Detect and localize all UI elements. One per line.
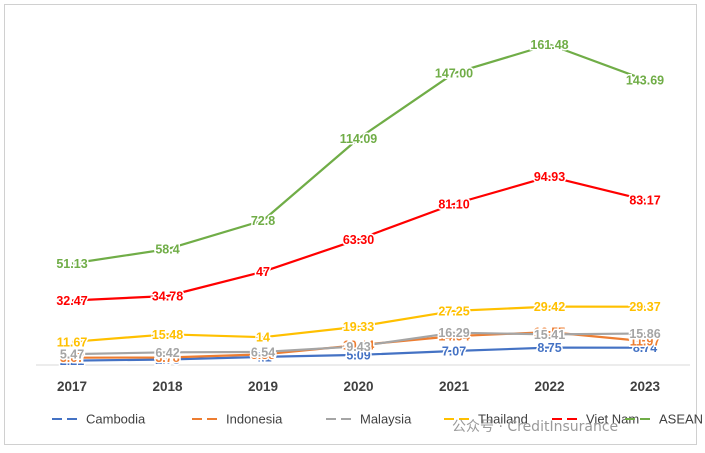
data-label-asean: 58.4 <box>155 243 179 257</box>
data-label-viet-nam: 47 <box>256 265 270 279</box>
series-line-malaysia <box>71 331 646 356</box>
data-label-asean: 143.69 <box>626 73 664 87</box>
data-label-asean: 114.09 <box>340 132 378 146</box>
data-label-malaysia: 9.43 <box>346 340 370 354</box>
data-label-thailand: 29.37 <box>629 300 660 314</box>
series-line-viet-nam <box>71 175 646 302</box>
data-label-cambodia: 2.21 <box>60 354 84 368</box>
data-label-indonesia: 14.54 <box>438 330 469 344</box>
data-label-viet-nam: 32.47 <box>56 294 87 308</box>
x-tick-label: 2017 <box>57 379 87 394</box>
data-labels: 2.21 2.78 4.1 5.09 7.07 8.75 8.74 3.67 3.78 5.35 1… <box>55 37 666 370</box>
x-tick-label: 2020 <box>343 379 373 394</box>
data-label-viet-nam: 63.30 <box>343 233 374 247</box>
data-label-indonesia: 5.35 <box>251 348 275 362</box>
legend-label-indonesia: Indonesia <box>226 412 283 427</box>
data-label-asean: 51.13 <box>56 257 87 271</box>
x-tick-labels: 2017 2018 2019 2020 2021 2022 2023 <box>57 379 661 394</box>
data-label-cambodia: 7.07 <box>442 345 466 359</box>
data-label-thailand: 14 <box>256 331 270 345</box>
data-label-indonesia: 10.04 <box>343 339 374 353</box>
watermark-text: 公众号 · CreditInsurance <box>452 419 618 435</box>
series-lines <box>71 43 646 362</box>
data-label-asean: 147.00 <box>435 67 473 81</box>
series-line-thailand <box>71 305 646 343</box>
data-label-cambodia: 4.1 <box>254 350 271 364</box>
legend-label-viet-nam: Viet Nam <box>586 412 639 427</box>
data-label-indonesia: 3.78 <box>155 351 179 365</box>
data-label-thailand: 19.33 <box>343 320 374 334</box>
legend-label-asean: ASEAN <box>659 412 703 427</box>
data-label-indonesia: 11.97 <box>630 335 661 349</box>
legend: Cambodia Indonesia Malaysia Thailand Viet Na… <box>52 412 703 427</box>
data-label-thailand: 27.25 <box>438 304 469 318</box>
legend-label-thailand: Thailand <box>478 412 528 427</box>
data-label-viet-nam: 81.10 <box>438 198 469 212</box>
data-label-cambodia: 8.74 <box>633 341 657 355</box>
x-tick-label: 2022 <box>534 379 564 394</box>
x-tick-label: 2019 <box>248 379 278 394</box>
data-label-thailand: 29.42 <box>534 300 565 314</box>
data-label-malaysia: 6.42 <box>155 346 179 360</box>
data-label-malaysia: 15.41 <box>534 328 565 342</box>
data-label-malaysia: 16.29 <box>438 326 469 340</box>
legend-label-malaysia: Malaysia <box>360 412 412 427</box>
chart-frame <box>4 4 697 445</box>
data-label-indonesia: 16.57 <box>534 326 565 340</box>
data-label-viet-nam: 34.78 <box>152 290 183 304</box>
data-label-malaysia: 15.86 <box>629 327 660 341</box>
data-label-cambodia: 8.75 <box>537 341 561 355</box>
data-label-viet-nam: 94.93 <box>534 170 565 184</box>
data-label-thailand: 11.67 <box>57 335 88 349</box>
x-tick-label: 2021 <box>439 379 470 394</box>
data-label-cambodia: 5.09 <box>346 348 370 362</box>
data-label-asean: 72.8 <box>251 214 275 228</box>
data-label-malaysia: 5.47 <box>60 348 84 362</box>
legend-label-cambodia: Cambodia <box>86 412 146 427</box>
data-label-viet-nam: 83.17 <box>629 193 660 207</box>
series-line-asean <box>71 43 646 265</box>
data-label-malaysia: 6.54 <box>251 346 275 360</box>
series-line-indonesia <box>71 331 646 359</box>
data-label-cambodia: 2.78 <box>155 353 179 367</box>
x-tick-label: 2023 <box>630 379 661 394</box>
series-line-cambodia <box>71 346 646 362</box>
x-tick-label: 2018 <box>152 379 183 394</box>
data-label-indonesia: 3.67 <box>60 351 84 365</box>
data-label-asean: 161.48 <box>530 38 568 52</box>
data-label-thailand: 15.48 <box>152 328 183 342</box>
